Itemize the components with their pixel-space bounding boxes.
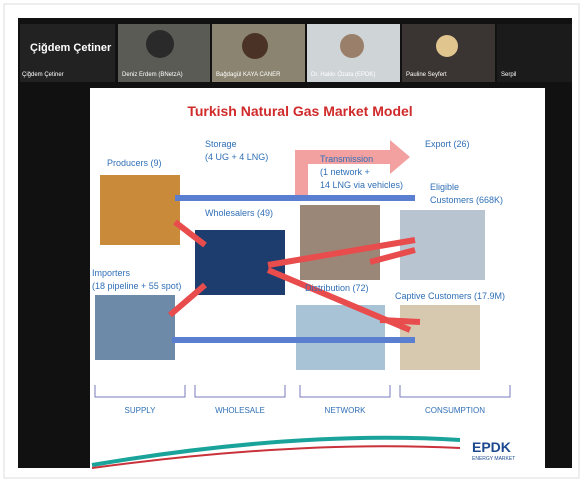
transmission-label: 14 LNG via vehicles) [320,180,404,190]
flows [168,195,421,343]
brackets [94,385,511,398]
stage-label: SUPPLY [124,406,156,415]
producers-label: Producers (9) [107,158,162,168]
transmission-image [300,205,380,280]
logo-subtitle: ENERGY MARKET [472,456,516,462]
wholesalers-label: Wholesalers (49) [205,208,274,218]
export-arrow [295,140,410,200]
eligible-image [400,210,485,280]
storage-label: Storage [205,139,237,149]
storage-label: (4 UG + 4 LNG) [205,152,269,162]
stage-label: CONSUMPTION [425,406,485,415]
swoosh [91,445,461,469]
avatar [146,30,174,58]
tile [20,24,115,82]
stage-label: WHOLESALE [215,406,265,415]
transmission-label: (1 network + [320,167,370,177]
importers-image [95,295,175,360]
swoosh [91,435,461,467]
export-label: Export (26) [425,139,470,149]
importers-label: (18 pipeline + 55 spot) [92,281,182,291]
avatar [340,34,364,58]
eligible-label: Eligible [430,182,460,192]
participant-name: Deniz Erdem (BNetzA) [122,72,183,78]
participant-name: Bağdagül KAYA CANER [216,72,281,78]
importers-label: Importers [92,268,131,278]
distribution-label: Distribution (72) [305,283,369,293]
avatar [436,35,458,57]
producers-image [100,175,180,245]
participant-name: Serpil [501,72,517,78]
presenter-name: Çiğdem Çetiner [30,42,112,54]
participant-name: Dr. Hakkı Özata (EPDK) [311,72,376,78]
transmission-label: Transmission [320,154,374,164]
participant-name: Pauline Seyfert [406,72,447,78]
participant-name: Çiğdem Çetiner [22,72,64,78]
captive-label: Captive Customers (17.9M) [395,291,506,301]
stage-label: NETWORK [324,406,366,415]
slide-title: Turkish Natural Gas Market Model [187,103,413,119]
eligible-label: Customers (668K) [430,195,504,205]
logo: EPDK [472,439,511,455]
tile [497,24,572,82]
avatar [242,33,268,59]
